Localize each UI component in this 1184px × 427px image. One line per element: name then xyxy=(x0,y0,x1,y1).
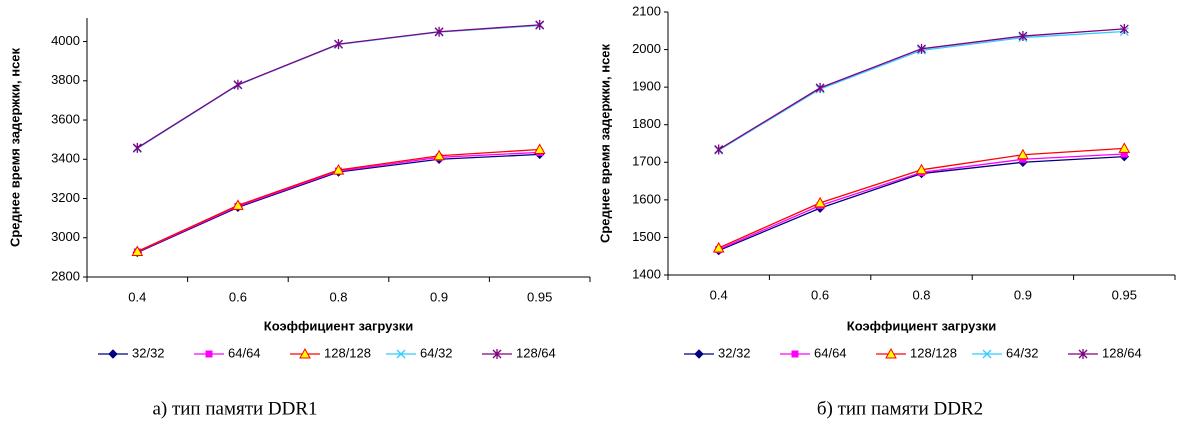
y-tick-label: 2100 xyxy=(632,3,661,18)
y-tick-label: 3800 xyxy=(51,72,80,87)
legend-label: 128/128 xyxy=(324,345,371,360)
marker xyxy=(1119,23,1129,34)
legend-label: 64/64 xyxy=(228,345,261,360)
marker xyxy=(1017,148,1029,160)
marker xyxy=(433,149,445,161)
caption: б) тип памяти DDR2 xyxy=(817,398,983,419)
y-tick-label: 1600 xyxy=(632,191,661,206)
y-tick-label: 1500 xyxy=(632,229,661,244)
y-tick-label: 3600 xyxy=(51,111,80,126)
y-tick-label: 3200 xyxy=(51,190,80,205)
marker xyxy=(108,349,118,359)
y-tick-label: 1900 xyxy=(632,79,661,94)
marker xyxy=(332,164,345,175)
marker xyxy=(1118,142,1131,153)
legend-label: 32/32 xyxy=(718,345,751,360)
legend-label: 128/64 xyxy=(1102,345,1142,360)
legend-label: 128/64 xyxy=(516,345,556,360)
marker xyxy=(1120,150,1128,158)
y-tick-label: 4000 xyxy=(51,33,80,48)
marker xyxy=(915,163,928,175)
legend-label: 128/128 xyxy=(910,345,957,360)
x-tick-label: 0.8 xyxy=(329,289,347,304)
legend-label: 32/32 xyxy=(132,345,165,360)
marker xyxy=(535,19,545,30)
legend-label: 64/32 xyxy=(420,345,453,360)
marker xyxy=(232,199,244,210)
marker xyxy=(885,347,897,359)
marker xyxy=(714,144,724,155)
x-tick-label: 0.4 xyxy=(128,289,146,304)
x-tick-label: 0.9 xyxy=(1014,287,1032,302)
marker xyxy=(694,349,704,359)
marker xyxy=(533,143,546,154)
marker xyxy=(131,245,144,256)
series-line xyxy=(718,147,1125,249)
y-tick-label: 1700 xyxy=(632,154,661,169)
y-tick-label: 2800 xyxy=(51,268,80,283)
marker xyxy=(205,350,213,358)
y-tick-label: 3000 xyxy=(51,229,80,244)
marker xyxy=(334,39,343,50)
y-axis-title: Среднее время задержки, нсек xyxy=(597,43,612,243)
x-axis-title: Коэффициент загрузки xyxy=(264,318,413,333)
marker xyxy=(1019,155,1027,163)
x-axis-title: Коэффициент загрузки xyxy=(847,318,996,333)
y-tick-label: 3400 xyxy=(51,151,80,166)
y-tick-label: 2000 xyxy=(632,41,661,56)
x-tick-label: 0.9 xyxy=(430,289,448,304)
x-tick-label: 0.6 xyxy=(811,287,829,302)
marker xyxy=(434,26,444,37)
marker xyxy=(1078,349,1088,359)
y-tick-label: 1800 xyxy=(632,116,661,131)
caption: а) тип памяти DDR1 xyxy=(152,398,317,419)
legend-label: 64/32 xyxy=(1006,345,1039,360)
marker xyxy=(233,79,243,90)
marker xyxy=(982,349,992,359)
x-tick-label: 0.6 xyxy=(229,289,247,304)
y-tick-label: 1400 xyxy=(632,266,661,281)
marker xyxy=(791,350,799,358)
marker xyxy=(815,82,825,93)
marker xyxy=(712,241,725,253)
marker xyxy=(1018,31,1028,42)
x-tick-label: 0.8 xyxy=(912,287,930,302)
marker xyxy=(814,196,826,208)
marker xyxy=(396,349,406,359)
x-tick-label: 0.95 xyxy=(527,289,552,304)
marker xyxy=(299,347,311,359)
marker xyxy=(132,142,142,153)
x-tick-label: 0.95 xyxy=(1112,287,1137,302)
x-tick-label: 0.4 xyxy=(710,287,728,302)
marker xyxy=(917,43,926,54)
y-axis-title: Среднее время задержки, нсек xyxy=(7,47,22,247)
marker xyxy=(492,349,502,359)
legend-label: 64/64 xyxy=(814,345,847,360)
